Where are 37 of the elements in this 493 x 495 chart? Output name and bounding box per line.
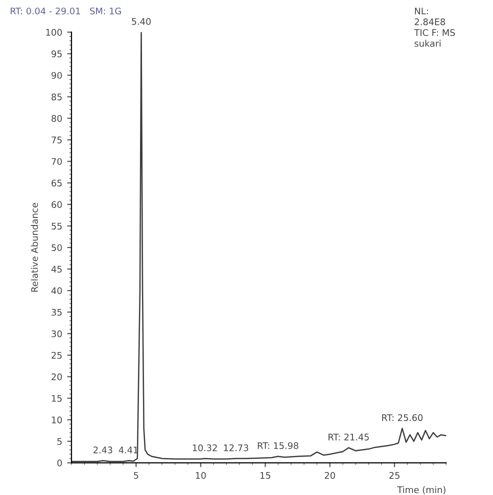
annotation: RT: 25.60	[382, 414, 423, 422]
y-tick-label: 85	[52, 94, 62, 100]
x-axis-title: Time (min)	[397, 486, 446, 494]
y-tick-label: 20	[52, 373, 62, 380]
x-tick-label: 20	[324, 472, 336, 479]
y-tick-label: 65	[52, 180, 62, 186]
y-tick-label: 25	[52, 352, 62, 359]
x-tick-label: 15	[260, 472, 270, 479]
y-tick-label: 0	[57, 460, 62, 466]
y-tick-label: 95	[52, 50, 62, 58]
y-tick-label: 45	[51, 266, 62, 273]
y-tick-label: 70	[52, 158, 62, 165]
y-tick-label: 15	[52, 395, 62, 402]
y-tick-label: 80	[52, 115, 62, 122]
x-tick-label: 25	[389, 472, 400, 479]
y-axis-title: Relative Abundance	[30, 202, 38, 292]
annotation: RT: 21.45	[328, 434, 369, 440]
y-tick-label: 75	[52, 136, 62, 144]
y-tick-label: 40	[51, 287, 62, 294]
annotation: 2.43	[93, 446, 112, 454]
annotation: RT: 15.98	[258, 442, 298, 450]
annotation: 10.32	[192, 444, 217, 452]
x-tick-label: 10	[196, 472, 206, 479]
y-tick-label: 30	[52, 330, 62, 338]
y-tick-label: 60	[52, 201, 62, 208]
y-tick-label: 5	[57, 438, 62, 445]
annotation: 5.40	[132, 18, 151, 25]
y-tick-label: 100	[46, 28, 62, 36]
y-tick-label: 10	[52, 416, 62, 424]
annotation: 12.73	[224, 444, 248, 452]
y-tick-label: 90	[52, 72, 62, 79]
x-tick-label: 5	[134, 472, 138, 479]
chart-subtitle: NL: 2.84E8 TIC F: MS sukari	[414, 8, 455, 47]
y-tick-label: 50	[52, 244, 62, 252]
y-tick-label: 55	[52, 222, 62, 230]
y-tick-label: 35	[52, 308, 62, 316]
chart-title: RT: 0.04 - 29.01 SM: 1G	[10, 8, 121, 14]
